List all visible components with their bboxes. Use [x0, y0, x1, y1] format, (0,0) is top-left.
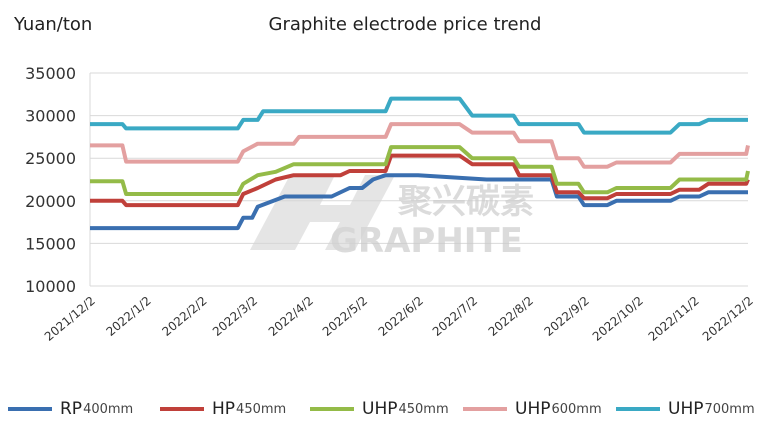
legend-label-hp: HP	[212, 399, 236, 419]
chart-title-text: Graphite electrode price trend	[268, 14, 542, 35]
y-tick-label: 35000	[25, 64, 76, 83]
legend-label-uhp600: UHP	[515, 399, 551, 419]
legend-swatch-uhp700	[616, 407, 660, 411]
legend-swatch-uhp600	[463, 407, 507, 411]
x-tick-label: 2022/10/2	[590, 294, 646, 344]
x-tick-label: 2022/9/2	[542, 294, 592, 339]
legend-swatch-uhp450	[310, 407, 354, 411]
x-tick-label: 2022/11/2	[646, 294, 702, 344]
legend-item-uhp600: UHP 600mm	[463, 396, 602, 422]
series-line-2	[90, 145, 750, 196]
legend-size-rp: 400mm	[83, 401, 134, 417]
y-tick-label: 30000	[25, 107, 76, 126]
legend-swatch-hp	[160, 407, 204, 411]
series-line-0	[90, 173, 748, 231]
y-tick-label: 25000	[25, 149, 76, 168]
x-tick-label: 2022/8/2	[486, 294, 536, 339]
x-tick-label: 2022/5/2	[320, 294, 370, 339]
legend-item-uhp450: UHP 450mm	[310, 396, 449, 422]
x-tick-label: 2022/3/2	[210, 294, 260, 339]
x-tick-label: 2022/1/2	[104, 294, 154, 339]
x-tick-label: 2022/7/2	[430, 294, 480, 339]
legend-item-hp: HP 450mm	[160, 396, 286, 422]
legend: RP 400mm HP 450mm UHP 450mm UHP 600mm UH…	[8, 396, 768, 422]
x-tick-label: 2021/12/2	[42, 294, 98, 344]
series-line-3	[90, 122, 750, 169]
legend-swatch-rp	[8, 407, 52, 411]
legend-label-rp: RP	[60, 399, 83, 419]
x-tick-label: 2022/4/2	[266, 294, 316, 339]
legend-item-uhp700: UHP 700mm	[616, 396, 755, 422]
x-tick-label: 2022/2/2	[159, 294, 209, 339]
legend-label-uhp450: UHP	[362, 399, 398, 419]
y-axis-unit-label: Yuan/ton	[14, 14, 93, 35]
watermark-cn: 聚兴碳素	[397, 182, 534, 222]
chart-title: Graphite electrode price trend	[0, 14, 774, 35]
legend-size-uhp700: 700mm	[704, 401, 755, 417]
x-tick-label: 2022/12/2	[700, 294, 756, 344]
legend-size-uhp450: 450mm	[398, 401, 449, 417]
series-line-4	[90, 96, 748, 135]
y-tick-label: 15000	[25, 234, 76, 253]
legend-item-rp: RP 400mm	[8, 396, 133, 422]
x-tick-label: 2022/6/2	[376, 294, 426, 339]
y-tick-label: 10000	[25, 277, 76, 296]
watermark-logo-icon	[250, 175, 395, 250]
legend-size-uhp600: 600mm	[551, 401, 602, 417]
y-tick-label: 20000	[25, 192, 76, 211]
series-line-1	[90, 153, 750, 208]
legend-label-uhp700: UHP	[668, 399, 704, 419]
legend-size-hp: 450mm	[236, 401, 287, 417]
